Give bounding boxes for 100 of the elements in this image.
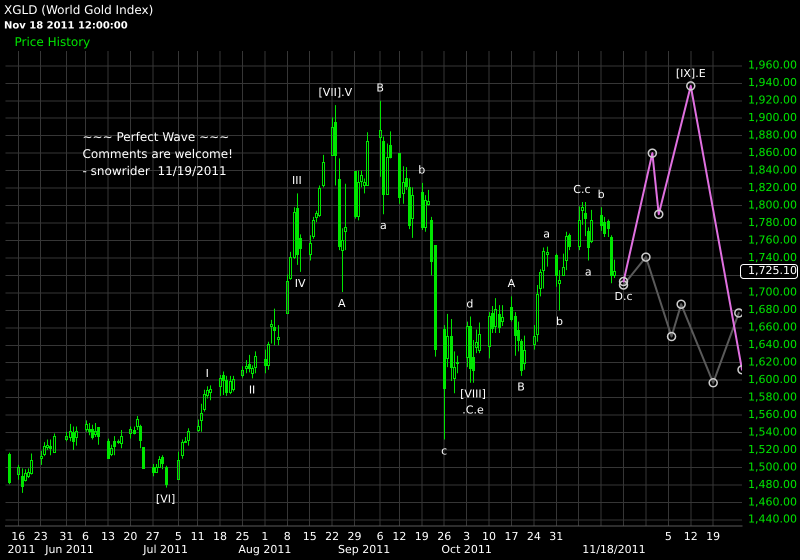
y-tick-label: 1,780.00 [748,216,797,229]
candlestick [209,384,212,401]
y-tick-label: 1,725.10 [748,264,797,277]
candlestick [546,246,549,268]
candlestick [177,451,180,480]
candlestick [97,427,100,446]
x-tick-label: 22 [325,530,340,543]
y-tick-label: 1,740.00 [748,250,797,264]
candlestick [49,439,52,456]
x2-tick-label: Jul 2011 [142,542,188,556]
annotation: ~~~ Perfect Wave ~~~ [82,130,230,144]
candlestick [53,432,56,453]
candlestick [120,429,123,449]
x-tick-label: 11 [190,530,205,543]
y-tick-label: 1,460.00 [748,495,797,508]
y-tick-label: 1,620.00 [748,356,797,369]
annotation: A [338,296,346,310]
y-tick-label: 1,700.00 [748,286,797,299]
x-tick-label: 16 [11,530,26,543]
y-tick-label: 1,800.00 [748,198,797,212]
x-tick-label: 10 [482,530,496,543]
annotation: c [441,444,448,458]
candlestick [411,186,414,238]
candlestick [322,154,325,188]
y-tick-label: 1,940.00 [748,76,797,90]
annotation: a [380,219,387,232]
annotation: B [517,380,525,394]
y-tick-label: 1,860.00 [748,146,797,160]
annotation: [VII].V [318,86,353,99]
candlestick [357,170,360,221]
x-tick-label: 6 [82,530,90,543]
x-tick-label: 15 [302,530,317,543]
y-tick-label: 1,560.00 [748,408,797,421]
candlestick [331,116,334,156]
annotation: IV [294,276,306,290]
x-tick-label: 19 [414,530,429,543]
y-tick-label: 1,840.00 [748,163,797,176]
x-tick-label: 13 [100,530,115,543]
annotation: [VI] [156,492,176,506]
candlestick [88,422,91,436]
y-tick-label: 1,580.00 [748,390,797,404]
annotation: b [556,315,563,328]
x-tick-label: 6 [376,530,384,543]
candlestick [65,431,68,442]
y-tick-label: 1,500.00 [748,460,797,474]
y-tick-label: 1,920.00 [748,94,797,107]
annotation: A [508,277,516,290]
annotation: Comments are welcome! [82,147,233,162]
x-tick-label: 20 [123,530,138,543]
text: Price History [14,35,90,50]
candlestick [421,182,424,230]
annotation: - snowrider 11/19/2011 [82,164,227,178]
x-tick-label: 23 [34,530,48,543]
y-tick-label: 1,820.00 [748,180,797,194]
y-tick-label: 1,760.00 [748,233,797,246]
x2-tick-label: 2011 [8,542,36,556]
annotation: D.c [614,290,633,303]
candlestick [277,324,280,346]
y-tick-label: 1,440.00 [748,512,797,526]
x-tick-label: 18 [213,530,228,543]
x-tick-label: 1 [261,530,268,543]
candlestick [494,298,497,334]
annotation: C.c [573,182,591,196]
candlestick [478,322,481,354]
candlestick [94,422,97,438]
candlestick [334,104,337,186]
candlestick [113,436,116,456]
x-tick-label: 17 [504,530,518,543]
annotation: [VIII] [460,388,486,401]
y-tick-label: 1,600.00 [748,373,797,386]
x2-tick-label: Sep 2011 [338,542,390,556]
y-tick-label: 1,540.00 [748,425,797,438]
x-tick-label: 29 [348,530,362,543]
x2-tick-label: Jun 2011 [44,542,94,556]
x-tick-label: 27 [146,530,160,543]
x-tick-label: 3 [463,530,470,543]
candlestick [273,308,276,346]
x-tick-label: 31 [549,530,564,543]
candlestick [523,335,526,370]
x-tick-label: 31 [59,530,74,543]
candlestick [466,321,469,368]
x2-tick-label: Oct 2011 [441,542,492,556]
y-tick-label: 1,660.00 [748,320,797,334]
candlestick [21,468,24,494]
candlestick [222,370,225,396]
y-tick-label: 1,880.00 [748,128,797,142]
y-tick-label: 1,900.00 [748,111,797,124]
candlestick [75,426,78,446]
candlestick [469,316,472,384]
y-tick-label: 1,480.00 [748,478,797,491]
x-tick-label: 12 [684,530,698,543]
y-tick-label: 1,960.00 [748,58,797,72]
x-tick-label: 5 [664,530,672,543]
annotation: d [466,297,474,310]
y-tick-label: 1,680.00 [748,303,797,316]
candlestick [607,219,610,238]
annotation: a [584,265,592,278]
annotation: b [598,188,605,202]
x-tick-label: 24 [526,530,541,543]
x-tick-label: 12 [392,530,406,543]
